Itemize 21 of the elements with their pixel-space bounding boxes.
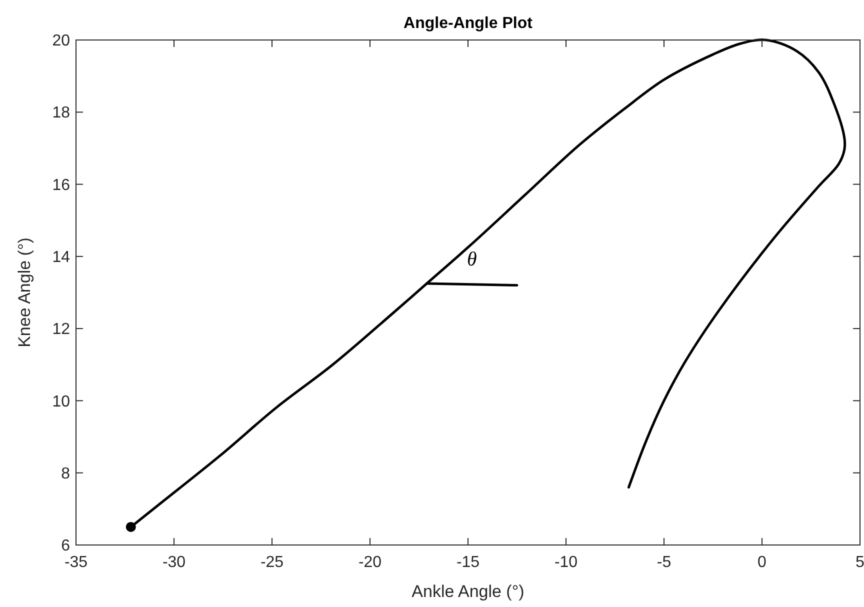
y-axis-title: Knee Angle (°) bbox=[15, 238, 34, 348]
x-tick-label: -5 bbox=[656, 554, 672, 571]
x-tick-label: -25 bbox=[260, 554, 284, 571]
y-tick-label: 10 bbox=[52, 393, 70, 410]
annotation: θ bbox=[467, 248, 478, 270]
x-axis-title: Ankle Angle (°) bbox=[412, 582, 524, 601]
x-tick-label: -20 bbox=[358, 554, 382, 571]
y-tick-label: 8 bbox=[61, 465, 70, 482]
x-tick-label: 0 bbox=[758, 554, 767, 571]
x-tick-label: -35 bbox=[64, 554, 88, 571]
x-tick-label: -10 bbox=[554, 554, 578, 571]
x-tick-label: -30 bbox=[162, 554, 186, 571]
y-tick-label: 18 bbox=[52, 104, 70, 122]
x-tick-label: 5 bbox=[856, 554, 864, 571]
y-tick-label: 6 bbox=[61, 538, 70, 555]
y-tick-label: 20 bbox=[52, 32, 70, 50]
y-tick-label: 12 bbox=[52, 321, 70, 338]
x-tick-label: -15 bbox=[456, 554, 480, 571]
y-tick-label: 16 bbox=[52, 176, 70, 194]
y-tick-label: 14 bbox=[52, 249, 70, 266]
chart-title: Angle-Angle Plot bbox=[404, 15, 534, 32]
